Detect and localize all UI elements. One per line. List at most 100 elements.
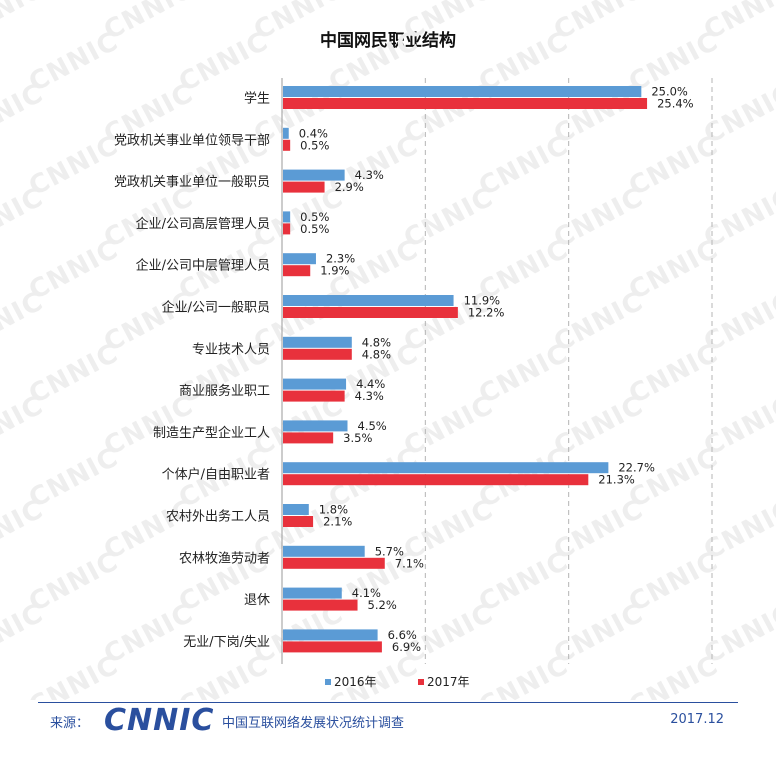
bar-2017 bbox=[283, 641, 382, 653]
bar-2016 bbox=[283, 211, 291, 223]
watermark-text: CNNIC bbox=[24, 650, 123, 700]
watermark-text: CNNIC bbox=[549, 494, 648, 566]
watermark-text: CNNIC bbox=[174, 26, 273, 98]
data-label: 4.1% bbox=[352, 586, 381, 600]
data-label: 4.3% bbox=[355, 389, 384, 403]
data-label: 0.5% bbox=[300, 222, 329, 236]
bars-layer bbox=[283, 86, 648, 653]
bar-2016 bbox=[283, 86, 642, 97]
bar-2016 bbox=[283, 336, 352, 348]
bar-2016 bbox=[283, 169, 345, 181]
source-label: 来源： bbox=[50, 716, 90, 731]
bar-2017 bbox=[283, 98, 648, 109]
grid-layer bbox=[424, 78, 713, 664]
bar-2016 bbox=[283, 295, 454, 306]
data-label: 1.9% bbox=[320, 264, 349, 278]
watermark-text: CNNIC bbox=[549, 390, 648, 462]
watermark-text: CNNIC bbox=[24, 130, 123, 202]
category-label: 农村外出务工人员 bbox=[166, 509, 270, 525]
report-date: 2017.12 bbox=[670, 712, 724, 727]
watermark-text: CNNIC bbox=[0, 0, 48, 46]
category-label: 商业服务业职工 bbox=[179, 383, 270, 399]
bar-2016 bbox=[283, 420, 348, 432]
watermark-text: CNNIC bbox=[24, 26, 123, 98]
watermark-text: CNNIC bbox=[474, 546, 573, 618]
bar-2016 bbox=[283, 378, 347, 390]
legend-label: 2016年 bbox=[334, 675, 377, 689]
data-label: 0.5% bbox=[300, 210, 329, 224]
watermark-text: CNNIC bbox=[399, 390, 498, 462]
data-label: 3.5% bbox=[343, 431, 372, 445]
legend-label: 2017年 bbox=[427, 675, 470, 689]
bar-2017 bbox=[283, 265, 311, 277]
data-label: 5.7% bbox=[375, 544, 404, 558]
watermark-text: CNNIC bbox=[474, 650, 573, 700]
category-label: 专业技术人员 bbox=[192, 342, 270, 357]
watermark-text: CNNIC bbox=[24, 234, 123, 306]
category-label: 企业/公司中层管理人员 bbox=[136, 258, 270, 274]
data-label: 4.5% bbox=[358, 419, 387, 433]
category-label: 学生 bbox=[244, 91, 270, 107]
watermark-text: CNNIC bbox=[624, 234, 723, 306]
data-label: 7.1% bbox=[395, 556, 424, 570]
watermark-text: CNNIC bbox=[624, 650, 723, 700]
watermark-text: CNNIC bbox=[399, 182, 498, 254]
category-label: 企业/公司高层管理人员 bbox=[136, 216, 270, 232]
watermark-text: CNNIC bbox=[474, 130, 573, 202]
data-label: 6.9% bbox=[392, 640, 421, 654]
category-label: 无业/下岗/失业 bbox=[183, 635, 270, 650]
watermark-text: CNNIC bbox=[549, 182, 648, 254]
watermark-text: CNNIC bbox=[624, 338, 723, 410]
watermark-text: CNNIC bbox=[624, 130, 723, 202]
category-label: 制造生产型企业工人 bbox=[153, 425, 270, 441]
data-label: 21.3% bbox=[598, 473, 635, 487]
bar-2017 bbox=[283, 432, 334, 444]
data-label: 4.8% bbox=[362, 347, 391, 361]
category-label: 党政机关事业单位一般职员 bbox=[114, 174, 270, 190]
data-label: 11.9% bbox=[464, 294, 501, 308]
watermark-text: CNNIC bbox=[549, 286, 648, 358]
bar-2016 bbox=[283, 587, 342, 599]
bar-2016 bbox=[283, 127, 289, 139]
data-label: 4.8% bbox=[362, 335, 391, 349]
bar-2016 bbox=[283, 545, 365, 557]
data-label: 6.6% bbox=[388, 628, 417, 642]
watermark-text: CNNIC bbox=[99, 286, 198, 358]
data-label: 2.3% bbox=[326, 252, 355, 266]
bar-2016 bbox=[283, 629, 378, 641]
category-label: 农林牧渔劳动者 bbox=[179, 550, 270, 566]
chart-title: 中国网民职业结构 bbox=[320, 31, 456, 51]
watermark-text: CNNIC bbox=[24, 442, 123, 514]
data-label: 2.1% bbox=[323, 515, 352, 529]
bar-2017 bbox=[283, 139, 291, 151]
bar-2017 bbox=[283, 307, 458, 318]
legend-swatch bbox=[325, 679, 331, 685]
category-label: 党政机关事业单位领导干部 bbox=[114, 133, 270, 148]
data-label: 1.8% bbox=[319, 503, 348, 517]
legend: 2016年 2017年 bbox=[325, 675, 470, 689]
bar-2017 bbox=[283, 474, 589, 486]
data-label: 25.4% bbox=[657, 97, 694, 111]
data-label: 2.9% bbox=[335, 180, 364, 194]
data-label: 0.5% bbox=[300, 138, 329, 152]
watermark-text: CNNIC bbox=[624, 442, 723, 514]
watermark-text: CNNIC bbox=[549, 598, 648, 670]
category-label: 退休 bbox=[244, 593, 270, 608]
bar-2016 bbox=[283, 462, 609, 474]
watermark-text: CNNIC bbox=[24, 338, 123, 410]
data-label: 4.3% bbox=[355, 168, 384, 182]
bar-2016 bbox=[283, 253, 316, 265]
bar-2016 bbox=[283, 504, 309, 515]
legend-swatch bbox=[418, 679, 424, 685]
bar-2017 bbox=[283, 599, 358, 611]
category-label: 企业/公司一般职员 bbox=[162, 300, 270, 316]
data-label: 5.2% bbox=[368, 598, 397, 612]
category-label: 个体户/自由职业者 bbox=[162, 467, 270, 483]
bar-2017 bbox=[283, 348, 352, 360]
bar-2017 bbox=[283, 390, 345, 402]
bar-2017 bbox=[283, 516, 314, 527]
bar-2017 bbox=[283, 557, 385, 569]
data-label: 12.2% bbox=[468, 306, 505, 320]
labels-layer: 学生 25.0%25.4%党政机关事业单位领导干部 0.4%0.5%党政机关事业单位… bbox=[114, 85, 694, 654]
